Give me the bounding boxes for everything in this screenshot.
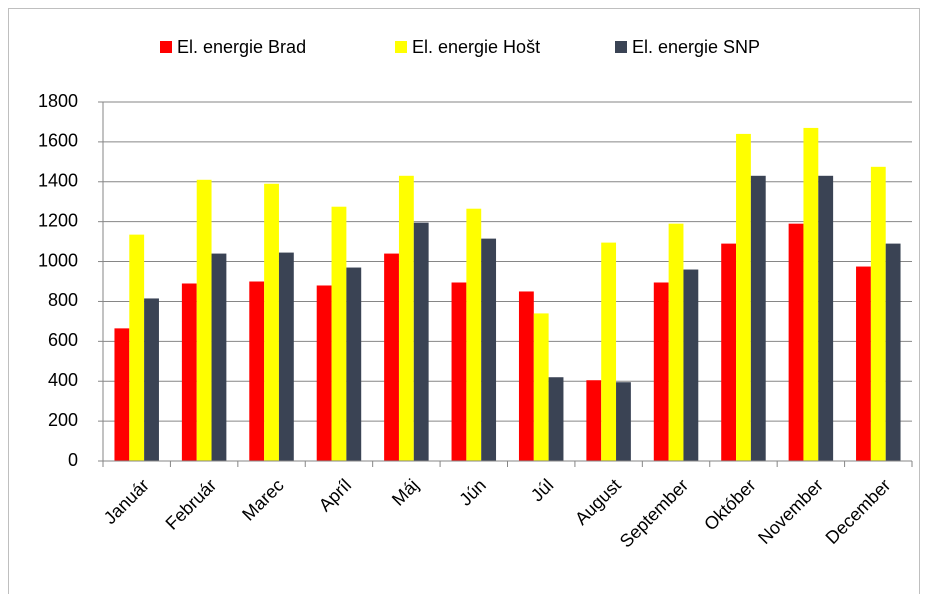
bar [736,133,751,461]
bar [466,208,482,461]
y-tick-label: 1000 [38,250,78,270]
bar [451,282,467,461]
bar [144,298,159,461]
bar [518,291,534,461]
legend-swatch [615,41,627,53]
legend-swatch [160,41,172,53]
y-tick-label: 1400 [38,171,78,191]
bar [586,380,602,461]
bar [384,253,399,461]
y-tick-label: 0 [68,450,78,470]
bar [616,382,631,461]
bar [653,282,669,461]
bar [413,222,429,461]
y-tick-label: 1200 [38,210,78,230]
y-tick-label: 1600 [38,131,78,151]
y-tick-label: 800 [48,290,78,310]
bar [398,175,414,462]
bar [818,175,834,462]
bar [249,281,265,461]
bar [129,234,145,461]
y-tick-label: 400 [48,370,78,390]
legend-label: El. energie SNP [632,37,760,57]
bar [668,223,684,461]
bar [885,243,901,461]
bar [196,179,212,462]
bar [533,313,549,461]
bar [278,252,294,461]
bar [331,206,347,461]
legend-swatch [395,41,407,53]
bar [316,285,332,461]
bar [264,183,279,461]
bar [803,127,819,461]
bar [181,283,197,461]
legend-label: El. energie Hošt [412,37,540,57]
bar [870,166,886,461]
bar [548,377,564,461]
bar [211,253,227,461]
bar [601,242,617,461]
legend-label: El. energie Brad [177,37,306,57]
bar [750,175,766,462]
y-tick-label: 600 [48,330,78,350]
bar [721,243,737,461]
bar [114,328,130,461]
bar [683,269,699,461]
bar [346,267,362,461]
bar [788,223,804,461]
bar [481,238,497,461]
bar [856,266,871,461]
y-tick-label: 200 [48,410,78,430]
y-tick-label: 1800 [38,91,78,111]
